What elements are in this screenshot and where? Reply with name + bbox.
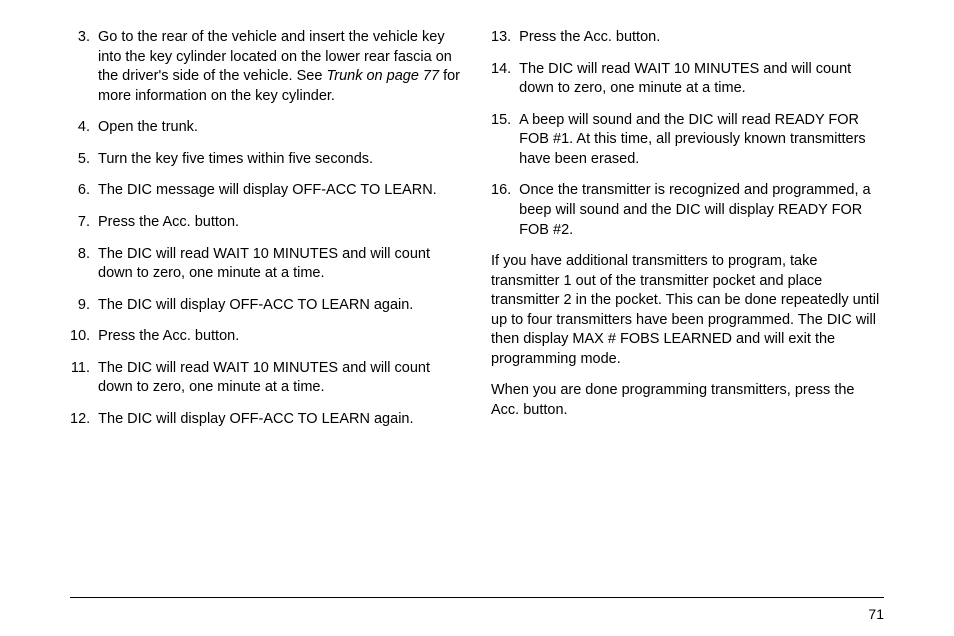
page-number: 71 (868, 606, 884, 622)
list-item-number: 12. (70, 410, 98, 430)
list-item-text: A beep will sound and the DIC will read … (519, 111, 884, 170)
list-item-text: Open the trunk. (98, 118, 463, 138)
list-item-number: 14. (491, 60, 519, 99)
list-item: 3.Go to the rear of the vehicle and inse… (70, 28, 463, 106)
paragraph-additional-transmitters: If you have additional transmitters to p… (491, 252, 884, 369)
list-item-number: 16. (491, 181, 519, 240)
list-item: 4.Open the trunk. (70, 118, 463, 138)
left-list: 3.Go to the rear of the vehicle and inse… (70, 28, 463, 429)
list-item: 5.Turn the key five times within five se… (70, 150, 463, 170)
list-item: 11.The DIC will read WAIT 10 MINUTES and… (70, 359, 463, 398)
list-item-number: 3. (70, 28, 98, 106)
right-column: 13.Press the Acc. button.14.The DIC will… (491, 28, 884, 441)
list-item: 16.Once the transmitter is recognized an… (491, 181, 884, 240)
list-item-text: The DIC will read WAIT 10 MINUTES and wi… (98, 359, 463, 398)
list-item-text: The DIC will read WAIT 10 MINUTES and wi… (519, 60, 884, 99)
list-item: 6.The DIC message will display OFF-ACC T… (70, 181, 463, 201)
list-item: 9.The DIC will display OFF-ACC TO LEARN … (70, 296, 463, 316)
list-item-number: 8. (70, 245, 98, 284)
list-item-number: 13. (491, 28, 519, 48)
list-item-text: The DIC will read WAIT 10 MINUTES and wi… (98, 245, 463, 284)
right-list: 13.Press the Acc. button.14.The DIC will… (491, 28, 884, 240)
content-columns: 3.Go to the rear of the vehicle and inse… (70, 28, 884, 441)
list-item-number: 11. (70, 359, 98, 398)
list-item-number: 10. (70, 327, 98, 347)
list-item: 13.Press the Acc. button. (491, 28, 884, 48)
list-item: 12.The DIC will display OFF-ACC TO LEARN… (70, 410, 463, 430)
list-item: 14.The DIC will read WAIT 10 MINUTES and… (491, 60, 884, 99)
cross-reference-link: Trunk on page 77 (326, 68, 439, 84)
left-column: 3.Go to the rear of the vehicle and inse… (70, 28, 463, 441)
list-item-text: The DIC message will display OFF-ACC TO … (98, 181, 463, 201)
list-item-number: 4. (70, 118, 98, 138)
list-item-text: Once the transmitter is recognized and p… (519, 181, 884, 240)
list-item-number: 15. (491, 111, 519, 170)
list-item: 7.Press the Acc. button. (70, 213, 463, 233)
list-item-number: 6. (70, 181, 98, 201)
list-item-number: 7. (70, 213, 98, 233)
list-item-text: Press the Acc. button. (98, 327, 463, 347)
list-item-text: Press the Acc. button. (98, 213, 463, 233)
list-item: 15.A beep will sound and the DIC will re… (491, 111, 884, 170)
list-item-text: Go to the rear of the vehicle and insert… (98, 28, 463, 106)
list-item: 10.Press the Acc. button. (70, 327, 463, 347)
list-item-text: Press the Acc. button. (519, 28, 884, 48)
list-item-text: The DIC will display OFF-ACC TO LEARN ag… (98, 410, 463, 430)
list-item-number: 5. (70, 150, 98, 170)
list-item-text: The DIC will display OFF-ACC TO LEARN ag… (98, 296, 463, 316)
list-item: 8.The DIC will read WAIT 10 MINUTES and … (70, 245, 463, 284)
list-item-number: 9. (70, 296, 98, 316)
list-item-text: Turn the key five times within five seco… (98, 150, 463, 170)
footer-rule (70, 597, 884, 598)
paragraph-done-programming: When you are done programming transmitte… (491, 381, 884, 420)
